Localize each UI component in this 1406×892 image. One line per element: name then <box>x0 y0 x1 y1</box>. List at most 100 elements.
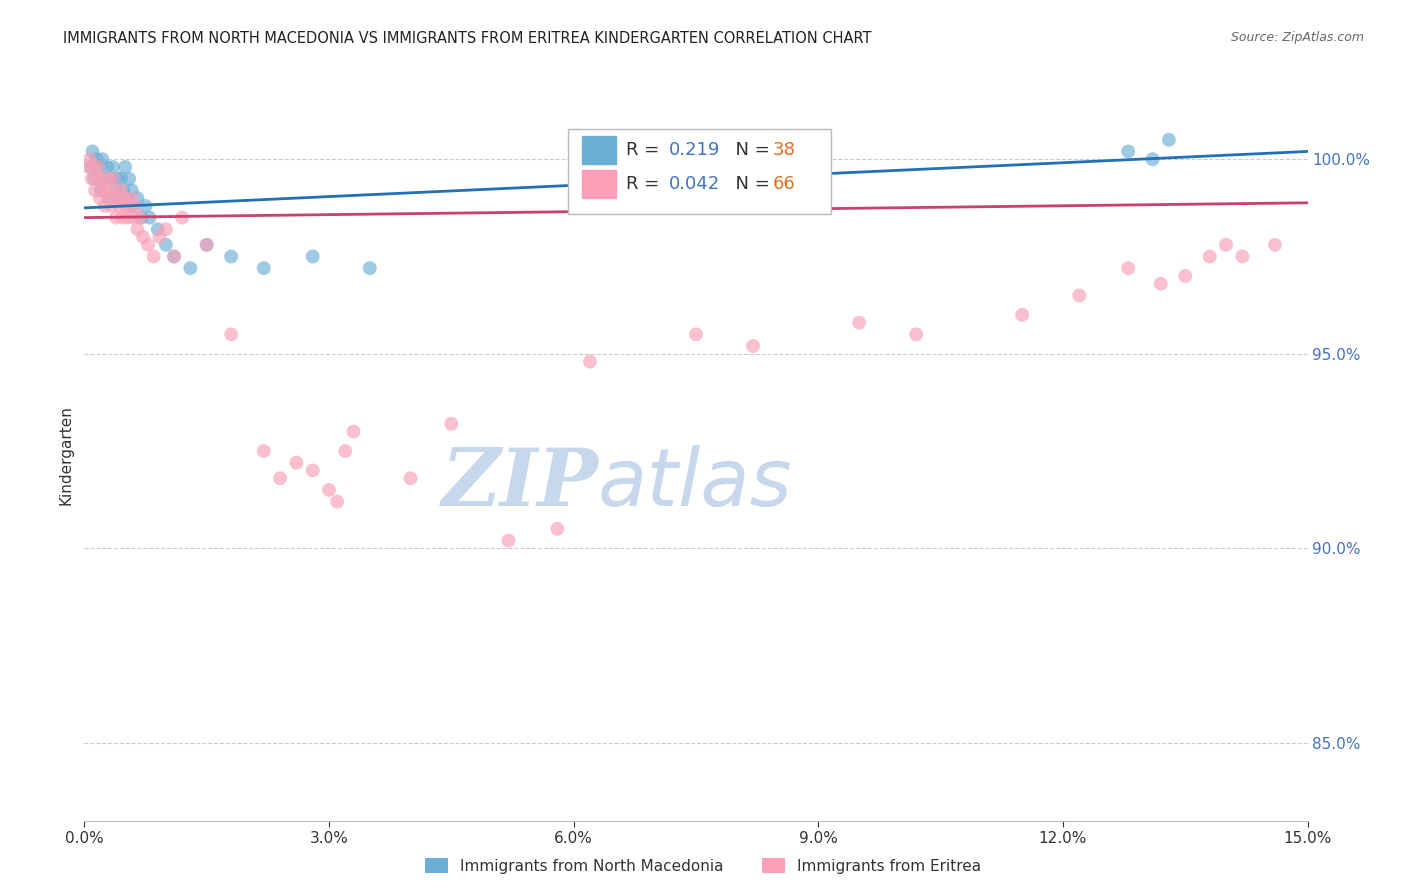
Text: 0.219: 0.219 <box>669 141 720 159</box>
Point <box>131 211 153 225</box>
Point <box>80 171 103 186</box>
Point <box>96 183 118 197</box>
Point <box>83 171 105 186</box>
Point <box>91 183 114 197</box>
Point <box>97 191 120 205</box>
Point <box>112 183 135 197</box>
Text: 38: 38 <box>773 141 796 159</box>
Point <box>112 191 135 205</box>
Point <box>127 222 149 236</box>
Point <box>122 211 145 225</box>
Point <box>79 153 101 167</box>
Point <box>1116 145 1139 159</box>
Point <box>84 183 107 197</box>
Point <box>117 211 139 225</box>
Point <box>82 145 104 159</box>
Point <box>1069 288 1091 302</box>
Text: ZIP: ZIP <box>441 445 598 523</box>
Point <box>172 211 194 225</box>
Point <box>93 199 115 213</box>
Point <box>110 183 132 197</box>
Point <box>195 237 218 252</box>
Point <box>685 327 707 342</box>
Point <box>253 444 276 458</box>
Point <box>179 261 201 276</box>
Point <box>1011 308 1033 322</box>
Point <box>100 199 122 213</box>
Point <box>318 483 340 497</box>
Point <box>905 327 928 342</box>
Text: atlas: atlas <box>598 445 793 524</box>
Point <box>326 494 349 508</box>
Point <box>90 171 112 186</box>
Point <box>195 237 218 252</box>
Point <box>122 199 145 213</box>
Point <box>253 261 276 276</box>
Point <box>219 250 242 264</box>
Point <box>148 230 170 244</box>
Point <box>128 211 150 225</box>
Point <box>1174 268 1197 283</box>
Text: 0.042: 0.042 <box>669 176 720 194</box>
Point <box>335 444 357 458</box>
Point <box>1150 277 1173 291</box>
Point <box>98 191 121 205</box>
Point <box>1232 250 1254 264</box>
Point <box>546 522 568 536</box>
Point <box>848 316 870 330</box>
Legend: Immigrants from North Macedonia, Immigrants from Eritrea: Immigrants from North Macedonia, Immigra… <box>419 852 987 880</box>
Point <box>103 183 125 197</box>
Point <box>301 250 323 264</box>
Point <box>121 183 143 197</box>
Point <box>163 250 186 264</box>
Point <box>114 160 136 174</box>
Point <box>1157 133 1180 147</box>
Point <box>342 425 364 439</box>
Text: IMMIGRANTS FROM NORTH MACEDONIA VS IMMIGRANTS FROM ERITREA KINDERGARTEN CORRELAT: IMMIGRANTS FROM NORTH MACEDONIA VS IMMIG… <box>63 31 872 46</box>
Point <box>146 222 169 236</box>
Point <box>135 199 157 213</box>
Point <box>155 237 177 252</box>
Point <box>1215 237 1237 252</box>
Point <box>440 417 463 431</box>
Text: 66: 66 <box>773 176 796 194</box>
Point <box>1142 153 1164 167</box>
Point <box>80 160 103 174</box>
Text: R =: R = <box>626 141 665 159</box>
Point <box>142 250 165 264</box>
Point <box>87 160 110 174</box>
Point <box>82 160 104 174</box>
Point <box>118 199 141 213</box>
Point <box>101 160 124 174</box>
Point <box>87 160 110 174</box>
Point <box>91 153 114 167</box>
Text: N =: N = <box>724 176 776 194</box>
Point <box>110 171 132 186</box>
Text: N =: N = <box>724 141 776 159</box>
Point <box>115 199 138 213</box>
Point <box>107 191 129 205</box>
FancyBboxPatch shape <box>568 129 831 213</box>
Point <box>86 171 108 186</box>
Point <box>132 230 155 244</box>
Y-axis label: Kindergarten: Kindergarten <box>58 405 73 505</box>
Point <box>301 463 323 477</box>
Point <box>77 160 100 174</box>
Point <box>1198 250 1220 264</box>
Point <box>136 237 159 252</box>
Point <box>93 171 115 186</box>
Bar <box>582 136 616 164</box>
Point <box>105 171 128 186</box>
Point <box>115 191 138 205</box>
Point <box>101 171 124 186</box>
Point <box>118 171 141 186</box>
Point <box>104 183 127 197</box>
Point <box>285 456 308 470</box>
Text: Source: ZipAtlas.com: Source: ZipAtlas.com <box>1230 31 1364 45</box>
Point <box>138 211 160 225</box>
Point <box>155 222 177 236</box>
Point <box>127 191 149 205</box>
Point <box>97 171 120 186</box>
Point <box>111 211 134 225</box>
Text: R =: R = <box>626 176 665 194</box>
